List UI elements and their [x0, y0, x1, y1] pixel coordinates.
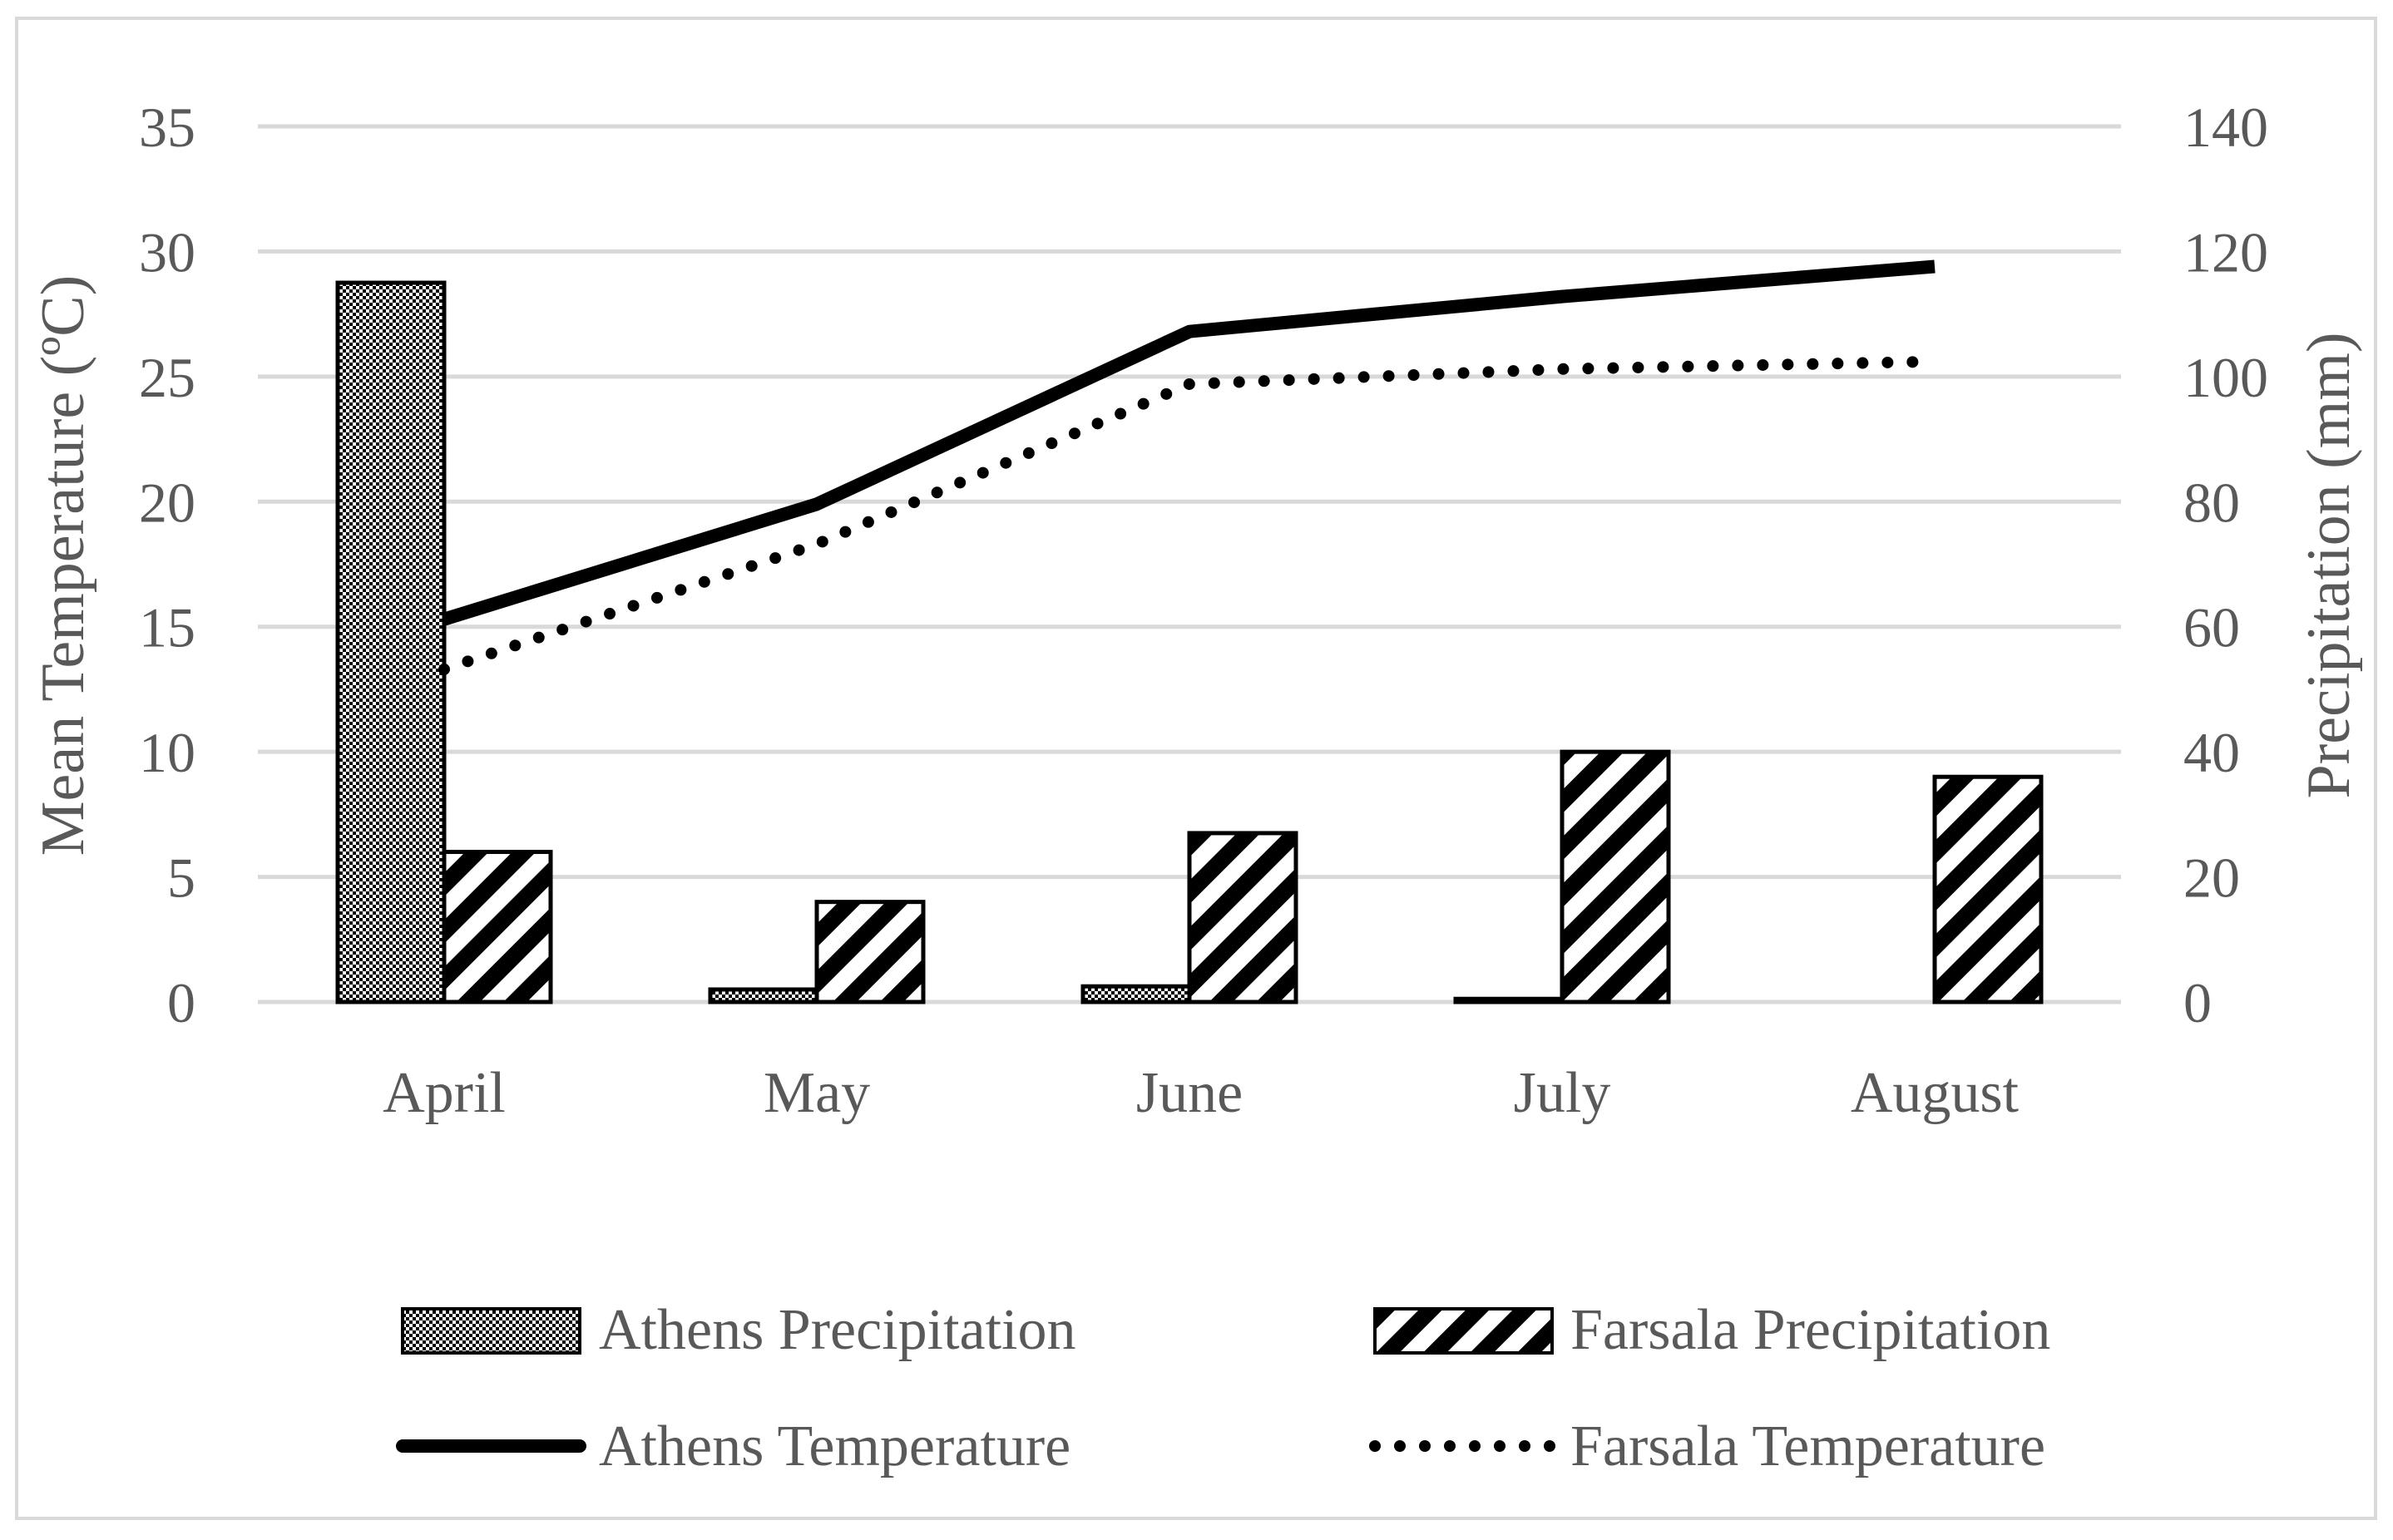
- left-tick-label-5: 5: [167, 847, 195, 910]
- gridlines: [258, 124, 2121, 1004]
- bar-athens-precipitation-april: [335, 280, 447, 1004]
- left-tick-label-35: 35: [139, 96, 195, 159]
- left-tick-label-20: 20: [139, 471, 195, 534]
- line-farsala-temperature: [438, 355, 1941, 675]
- point-athens-temperature-april: [443, 618, 446, 621]
- legend-swatch-athens-precipitation: [401, 1307, 581, 1355]
- bar-farsala-precipitation-may: [814, 900, 926, 1004]
- point-athens-temperature-august: [1933, 264, 1936, 268]
- right-tick-label-60: 60: [2183, 596, 2240, 659]
- right-axis-title: Precipitation (mm): [2295, 332, 2363, 798]
- point-farsala-temperature-may: [815, 542, 818, 545]
- line-athens-temperature: [442, 259, 1936, 626]
- left-tick-label-25: 25: [139, 346, 195, 409]
- bar-athens-precipitation-may: [708, 987, 819, 1004]
- right-tick-label-140: 140: [2183, 96, 2268, 159]
- legend-label-athens-precipitation: Athens Precipitation: [599, 1298, 1076, 1362]
- left-axis-ticks: 0 5 10 15 20 25 30 35: [139, 96, 195, 1034]
- right-tick-label-0: 0: [2183, 971, 2212, 1034]
- bar-athens-precipitation-june: [1080, 984, 1192, 1004]
- x-tick-label-august: August: [1851, 1061, 2020, 1125]
- bar-farsala-precipitation-june: [1187, 831, 1298, 1004]
- legend-swatch-farsala-precipitation: [1373, 1307, 1554, 1355]
- line-series: [438, 259, 1941, 675]
- legend-label-farsala-temperature: Farsala Temperature: [1570, 1414, 2045, 1478]
- bar-farsala-precipitation-july: [1560, 749, 1671, 1004]
- legend: Athens Precipitation Farsala Precipitati…: [396, 1298, 2050, 1478]
- x-tick-label-july: July: [1514, 1061, 1611, 1125]
- right-tick-label-40: 40: [2183, 721, 2240, 784]
- left-tick-label-30: 30: [139, 220, 195, 284]
- bar-athens-precipitation-july: [1453, 996, 1565, 1004]
- left-axis-title: Mean Temperature (ºC): [29, 275, 97, 856]
- point-athens-temperature-may: [815, 502, 818, 506]
- point-farsala-temperature-june: [1188, 383, 1191, 386]
- legend-label-farsala-precipitation: Farsala Precipitation: [1570, 1298, 2050, 1362]
- point-farsala-temperature-july: [1560, 368, 1564, 371]
- right-tick-label-100: 100: [2183, 346, 2268, 409]
- x-axis-ticks: April May June July August: [383, 1061, 2020, 1125]
- left-tick-label-15: 15: [139, 596, 195, 659]
- bar-farsala-precipitation-august: [1932, 774, 2044, 1004]
- point-athens-temperature-july: [1560, 295, 1564, 299]
- left-tick-label-0: 0: [167, 971, 195, 1034]
- right-tick-label-80: 80: [2183, 471, 2240, 534]
- point-farsala-temperature-august: [1933, 360, 1936, 363]
- x-tick-label-may: May: [764, 1061, 870, 1125]
- right-axis-ticks: 0 20 40 60 80 100 120 140: [2183, 96, 2268, 1034]
- point-athens-temperature-june: [1188, 330, 1191, 333]
- bar-series: [335, 280, 2044, 1004]
- legend-label-athens-temperature: Athens Temperature: [599, 1414, 1070, 1478]
- left-tick-label-10: 10: [139, 721, 195, 784]
- x-tick-label-june: June: [1136, 1061, 1243, 1125]
- right-tick-label-120: 120: [2183, 220, 2268, 284]
- bar-farsala-precipitation-april: [442, 849, 553, 1004]
- point-farsala-temperature-april: [443, 668, 446, 671]
- x-tick-label-april: April: [383, 1061, 506, 1125]
- right-tick-label-20: 20: [2183, 847, 2240, 910]
